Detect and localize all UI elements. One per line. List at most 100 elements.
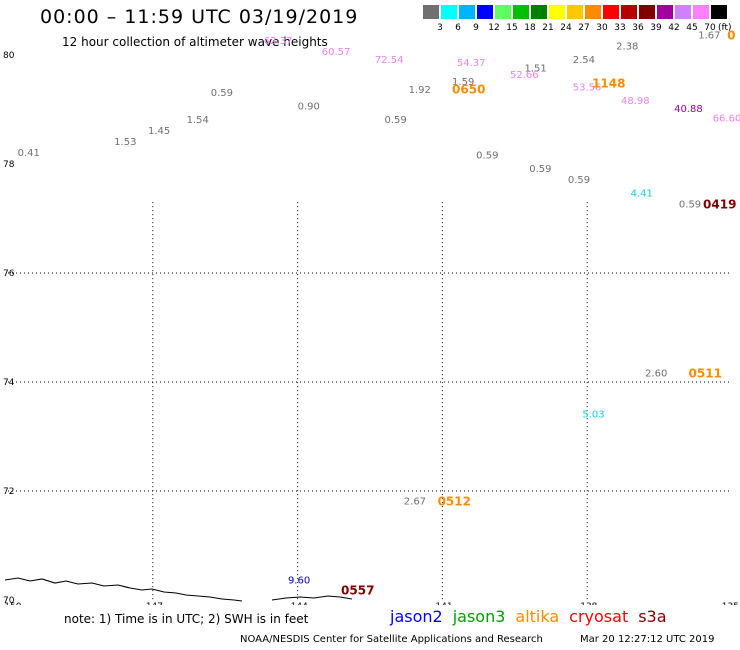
wave-height-value: 60.57 (322, 47, 351, 58)
lat-tick-label: 72 (3, 487, 14, 497)
wave-height-value: 0.59 (568, 175, 590, 186)
legend-label: 27 (578, 23, 590, 33)
wave-height-value: 1.53 (114, 137, 136, 148)
wave-height-value: 1.54 (187, 115, 209, 126)
legend-swatch (441, 5, 457, 19)
wave-height-value: 2.38 (616, 42, 638, 53)
wave-height-value: 4.41 (631, 189, 653, 200)
lon-tick-label: -135 (719, 602, 739, 605)
satellite-legend: jason2 jason3 altika cryosat s3a (390, 607, 677, 626)
lon-tick-label: -147 (143, 602, 163, 605)
legend-unit: (ft) (718, 23, 732, 33)
generated-timestamp: Mar 20 12:27:12 UTC 2019 (580, 634, 715, 645)
wave-height-value: 66.60 (713, 113, 740, 124)
legend-label: 45 (686, 23, 698, 33)
wave-height-value: 1.92 (409, 85, 431, 96)
wave-height-value: 1.59 (452, 77, 474, 88)
graticule-grid (8, 202, 732, 600)
wave-height-value: 1.45 (148, 126, 170, 137)
wave-height-value: 53.56 (573, 82, 602, 93)
legend-swatch (531, 5, 547, 19)
wave-height-values: 0.41 1.53 1.45 1.54 0.59 0.90 0.59 1.92 1.59 54.3… (18, 31, 740, 587)
legend-swatch (549, 5, 565, 19)
legend-label: 42 (668, 23, 680, 33)
wave-height-value: 52.66 (510, 70, 539, 81)
satellite-jason3: jason3 (452, 607, 506, 626)
wave-height-value: 2.54 (573, 55, 595, 66)
legend-label: 18 (524, 23, 536, 33)
legend-swatch (639, 5, 655, 19)
axis-labels: 80 78 76 74 72 70-150 -147 -144 -141 -138 -135 (1, 51, 739, 605)
wave-height-value: 0.59 (529, 164, 551, 175)
lon-tick-label: -144 (287, 602, 308, 605)
legend-swatch (423, 5, 439, 19)
wave-height-value: 72.54 (375, 55, 404, 66)
page-subtitle: 12 hour collection of altimeter wave hei… (62, 35, 328, 49)
satellite-cryosat: cryosat (569, 607, 629, 626)
lon-tick-label: -150 (1, 602, 22, 605)
page-title: 00:00 – 11:59 UTC 03/19/2019 (40, 6, 359, 28)
legend-label: 33 (614, 23, 626, 33)
legend-label: 12 (488, 23, 500, 33)
legend-swatch (693, 5, 709, 19)
lat-tick-label: 74 (3, 378, 15, 388)
wave-height-value: 0.90 (298, 102, 320, 113)
pass-time-label: 0650 (452, 83, 485, 97)
legend-label: 30 (596, 23, 608, 33)
pass-time-label: 0 (727, 29, 735, 43)
legend-swatch (621, 5, 637, 19)
wave-height-value: 48.98 (621, 96, 650, 107)
legend-swatch (603, 5, 619, 19)
wave-height-value: 0.59 (679, 200, 701, 211)
alaska-coastline (4, 577, 243, 602)
wave-height-value: 62.37 (264, 36, 293, 47)
legend-label: 24 (560, 23, 572, 33)
legend-label: 36 (632, 23, 644, 33)
satellite-altika: altika (515, 607, 560, 626)
wave-height-value: 9.60 (288, 576, 310, 587)
pass-time-label: 0512 (438, 495, 471, 509)
legend-swatch (459, 5, 475, 19)
wave-height-value: 2.67 (404, 497, 426, 508)
legend-swatch (657, 5, 673, 19)
legend-label: 70 (704, 23, 716, 33)
pass-time-label: 0419 (703, 198, 736, 212)
legend-swatch (513, 5, 529, 19)
wave-height-value: 1.67 (698, 31, 720, 42)
legend-label: 39 (650, 23, 662, 33)
legend-label: 9 (473, 23, 479, 33)
legend-swatch (495, 5, 511, 19)
alaska-coastline-east (271, 595, 353, 601)
pass-time-label: 0557 (341, 584, 374, 598)
footnote: note: 1) Time is in UTC; 2) SWH is in fe… (64, 612, 309, 626)
legend-label: 21 (542, 23, 554, 33)
legend-swatch (567, 5, 583, 19)
legend-swatch (675, 5, 691, 19)
lat-tick-label: 78 (3, 160, 15, 170)
satellite-s3a: s3a (638, 607, 667, 626)
lat-tick-label: 76 (3, 269, 15, 279)
lat-tick-label: 70 (3, 596, 15, 605)
lat-tick-label: 80 (3, 51, 15, 61)
pass-time-label: 0511 (689, 367, 722, 381)
pass-time-labels: 0 0650 1148 0419 0511 0512 0557 (341, 29, 736, 598)
wave-height-value: 0.59 (476, 151, 498, 162)
wave-height-value: 0.59 (211, 88, 233, 99)
legend-label: 15 (506, 23, 518, 33)
legend-swatch (711, 5, 727, 19)
lon-tick-label: -138 (577, 602, 598, 605)
legend-swatch (585, 5, 601, 19)
wave-height-value: 2.60 (645, 369, 667, 380)
pass-time-label: 1148 (592, 77, 625, 91)
wave-height-value: 1.51 (524, 63, 546, 74)
satellite-jason2: jason2 (390, 607, 443, 626)
wave-height-value: 54.37 (457, 58, 486, 69)
lon-tick-label: -141 (432, 602, 452, 605)
wave-height-value: 40.88 (674, 104, 703, 115)
wave-height-value: 0.41 (18, 148, 40, 159)
wave-height-value: 5.03 (582, 409, 604, 420)
credit-text: NOAA/NESDIS Center for Satellite Applica… (240, 634, 543, 645)
legend-label: 3 (437, 23, 443, 33)
legend-label: 6 (455, 23, 461, 33)
